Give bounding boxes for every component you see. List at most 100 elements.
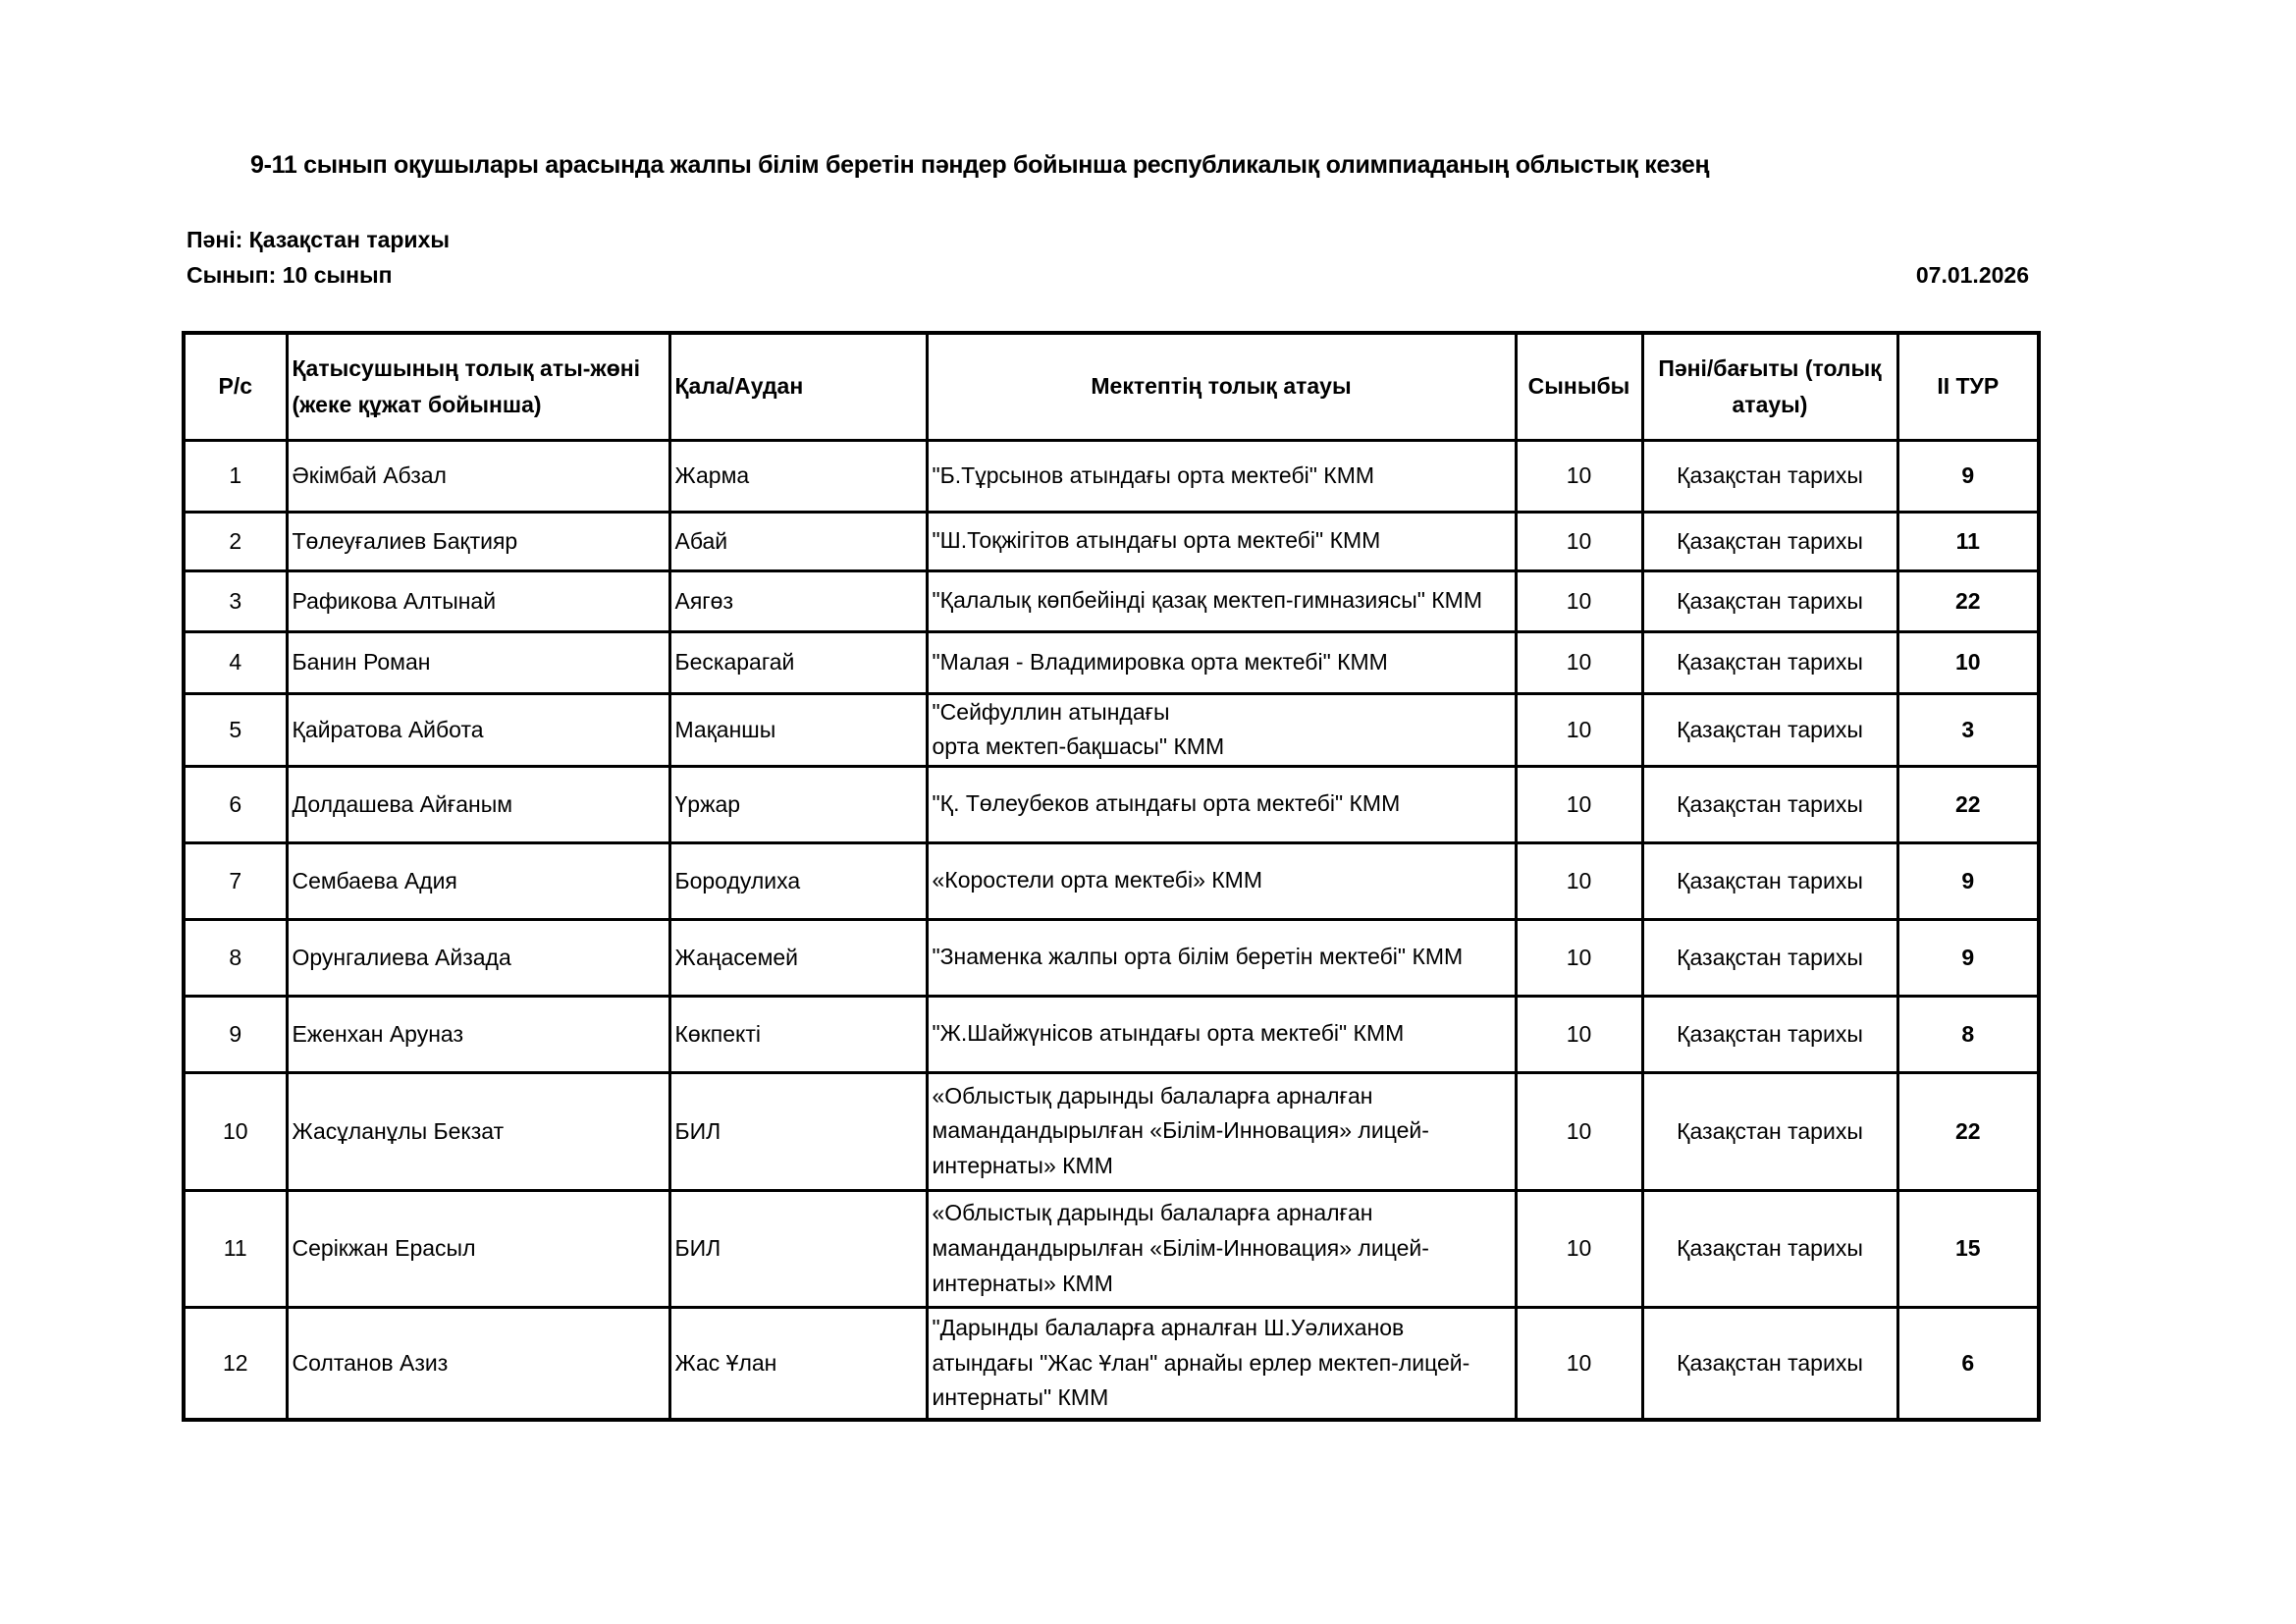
school-name: "Ш.Тоқжігітов атындағы орта мектебі" КММ [925, 510, 1518, 572]
school-name: "Ж.Шайжүнісов атындағы орта мектебі" КММ [925, 994, 1518, 1074]
grade: 10 [1514, 1305, 1644, 1422]
school-name: "Знаменка жалпы орта білім беретін мекте… [925, 917, 1518, 998]
participant-name: Орунгалиева Айзада [285, 917, 671, 998]
round-2-score: 22 [1896, 764, 2041, 844]
row-index: 12 [182, 1305, 289, 1422]
round-2-score: 3 [1896, 691, 2041, 768]
participant-name: Долдашева Айғаным [285, 764, 671, 844]
round-2-score: 6 [1896, 1305, 2041, 1422]
subject: Қазақстан тарихы [1640, 1305, 1899, 1422]
table-row: 11 Серікжан Ерасыл БИЛ «Облыстық дарынды ба… [182, 1188, 2041, 1309]
school-name: "Б.Тұрсынов атындағы орта мектебі" КММ [925, 438, 1518, 514]
round-2-score: 9 [1896, 438, 2041, 514]
table-row: 3 Рафикова Алтынай Аягөз "Қалалық көпбейінд… [182, 568, 2041, 633]
grade: 10 [1514, 568, 1644, 633]
table-row: 10 Жасұланұлы Бекзат БИЛ «Облыстық дарынды … [182, 1070, 2041, 1192]
document-title: 9-11 сынып оқушылары арасында жалпы білі… [250, 151, 1710, 179]
participant-name: Серікжан Ерасыл [285, 1188, 671, 1309]
class-line: Сынып: 10 сынып [187, 262, 393, 288]
subject: Қазақстан тарихы [1640, 1070, 1899, 1192]
school-name: "Қ. Төлеубеков атындағы орта мектебі" КМ… [925, 764, 1518, 844]
subject-line: Пәні: Қазақстан тарихы [187, 227, 451, 252]
row-index: 6 [182, 764, 289, 844]
subject: Қазақстан тарихы [1640, 568, 1899, 633]
table-row: 5 Қайратова Айбота Мақаншы "Сейфуллин атынд… [182, 691, 2041, 768]
grade: 10 [1514, 1070, 1644, 1192]
subject: Қазақстан тарихы [1640, 629, 1899, 695]
city-district: БИЛ [667, 1070, 929, 1192]
city-district: Мақаншы [667, 691, 929, 768]
row-index: 7 [182, 840, 289, 921]
row-index: 8 [182, 917, 289, 998]
grade: 10 [1514, 840, 1644, 921]
header-row: Р/с Қатысушының толық аты-жөні (жеке құж… [182, 331, 2041, 442]
subject: Қазақстан тарихы [1640, 840, 1899, 921]
city-district: Аягөз [667, 568, 929, 633]
table-row: 8 Орунгалиева Айзада Жаңасемей "Знаменка жа… [182, 917, 2041, 998]
table-row: 1 Әкімбай Абзал Жарма "Б.Тұрсынов атындағы … [182, 438, 2041, 514]
grade: 10 [1514, 764, 1644, 844]
subject: Қазақстан тарихы [1640, 691, 1899, 768]
row-index: 4 [182, 629, 289, 695]
row-index: 11 [182, 1188, 289, 1309]
header-grade: Сыныбы [1514, 331, 1644, 442]
school-name: "Сейфуллин атындағы орта мектеп-бақшасы"… [925, 691, 1518, 768]
subject: Қазақстан тарихы [1640, 994, 1899, 1074]
grade: 10 [1514, 629, 1644, 695]
city-district: Жас Ұлан [667, 1305, 929, 1422]
city-district: Жаңасемей [667, 917, 929, 998]
header-score: ІІ ТУР [1896, 331, 2041, 442]
participant-name: Банин Роман [285, 629, 671, 695]
subject: Қазақстан тарихы [1640, 438, 1899, 514]
table-row: 7 Сембаева Адия Бородулиха «Коростели орта… [182, 840, 2041, 921]
table-row: 12 Солтанов Азиз Жас Ұлан "Дарынды балаларғ… [182, 1305, 2041, 1422]
round-2-score: 22 [1896, 1070, 2041, 1192]
table-row: 2 Төлеуғалиев Бақтияр Абай "Ш.Тоқжігітов ат… [182, 510, 2041, 572]
document-date: 07.01.2026 [1915, 262, 2029, 288]
round-2-score: 10 [1896, 629, 2041, 695]
grade: 10 [1514, 438, 1644, 514]
city-district: Үржар [667, 764, 929, 844]
grade: 10 [1514, 917, 1644, 998]
participant-name: Рафикова Алтынай [285, 568, 671, 633]
row-index: 9 [182, 994, 289, 1074]
participant-name: Жасұланұлы Бекзат [285, 1070, 671, 1192]
participant-name: Әкімбай Абзал [285, 438, 671, 514]
grade: 10 [1514, 510, 1644, 572]
participant-name: Сембаева Адия [285, 840, 671, 921]
participant-name: Солтанов Азиз [285, 1305, 671, 1422]
city-district: Бородулиха [667, 840, 929, 921]
header-city: Қала/Аудан [667, 331, 929, 442]
round-2-score: 8 [1896, 994, 2041, 1074]
city-district: Жарма [667, 438, 929, 514]
participant-name: Еженхан Аруназ [285, 994, 671, 1074]
row-index: 2 [182, 510, 289, 572]
subject: Қазақстан тарихы [1640, 510, 1899, 572]
participant-name: Қайратова Айбота [285, 691, 671, 768]
round-2-score: 11 [1896, 510, 2041, 572]
city-district: Бескарагай [667, 629, 929, 695]
grade: 10 [1514, 994, 1644, 1074]
table-row: 4 Банин Роман Бескарагай "Малая - Владимиро… [182, 629, 2041, 695]
header-index: Р/с [182, 331, 289, 442]
row-index: 1 [182, 438, 289, 514]
participant-name: Төлеуғалиев Бақтияр [285, 510, 671, 572]
subject: Қазақстан тарихы [1640, 1188, 1899, 1309]
round-2-score: 9 [1896, 917, 2041, 998]
school-name: "Қалалық көпбейінді қазақ мектеп-гимнази… [925, 568, 1518, 633]
round-2-score: 15 [1896, 1188, 2041, 1309]
header-school: Мектептің толық атауы [925, 331, 1518, 442]
city-district: Абай [667, 510, 929, 572]
grade: 10 [1514, 1188, 1644, 1309]
school-name: «Коростели орта мектебі» КММ [925, 840, 1518, 921]
school-name: "Малая - Владимировка орта мектебі" КММ [925, 629, 1518, 695]
school-name: "Дарынды балаларға арналған Ш.Уәлиханов … [925, 1305, 1518, 1422]
header-subject: Пәні/бағыты (толық атауы) [1640, 331, 1899, 442]
school-name: «Облыстық дарынды балаларға арналған мам… [925, 1070, 1518, 1192]
table-row: 9 Еженхан Аруназ Көкпекті "Ж.Шайжүнісов аты… [182, 994, 2041, 1074]
city-district: БИЛ [667, 1188, 929, 1309]
results-table: Р/с Қатысушының толық аты-жөні (жеке құж… [182, 331, 2041, 1423]
round-2-score: 9 [1896, 840, 2041, 921]
grade: 10 [1514, 691, 1644, 768]
row-index: 3 [182, 568, 289, 633]
